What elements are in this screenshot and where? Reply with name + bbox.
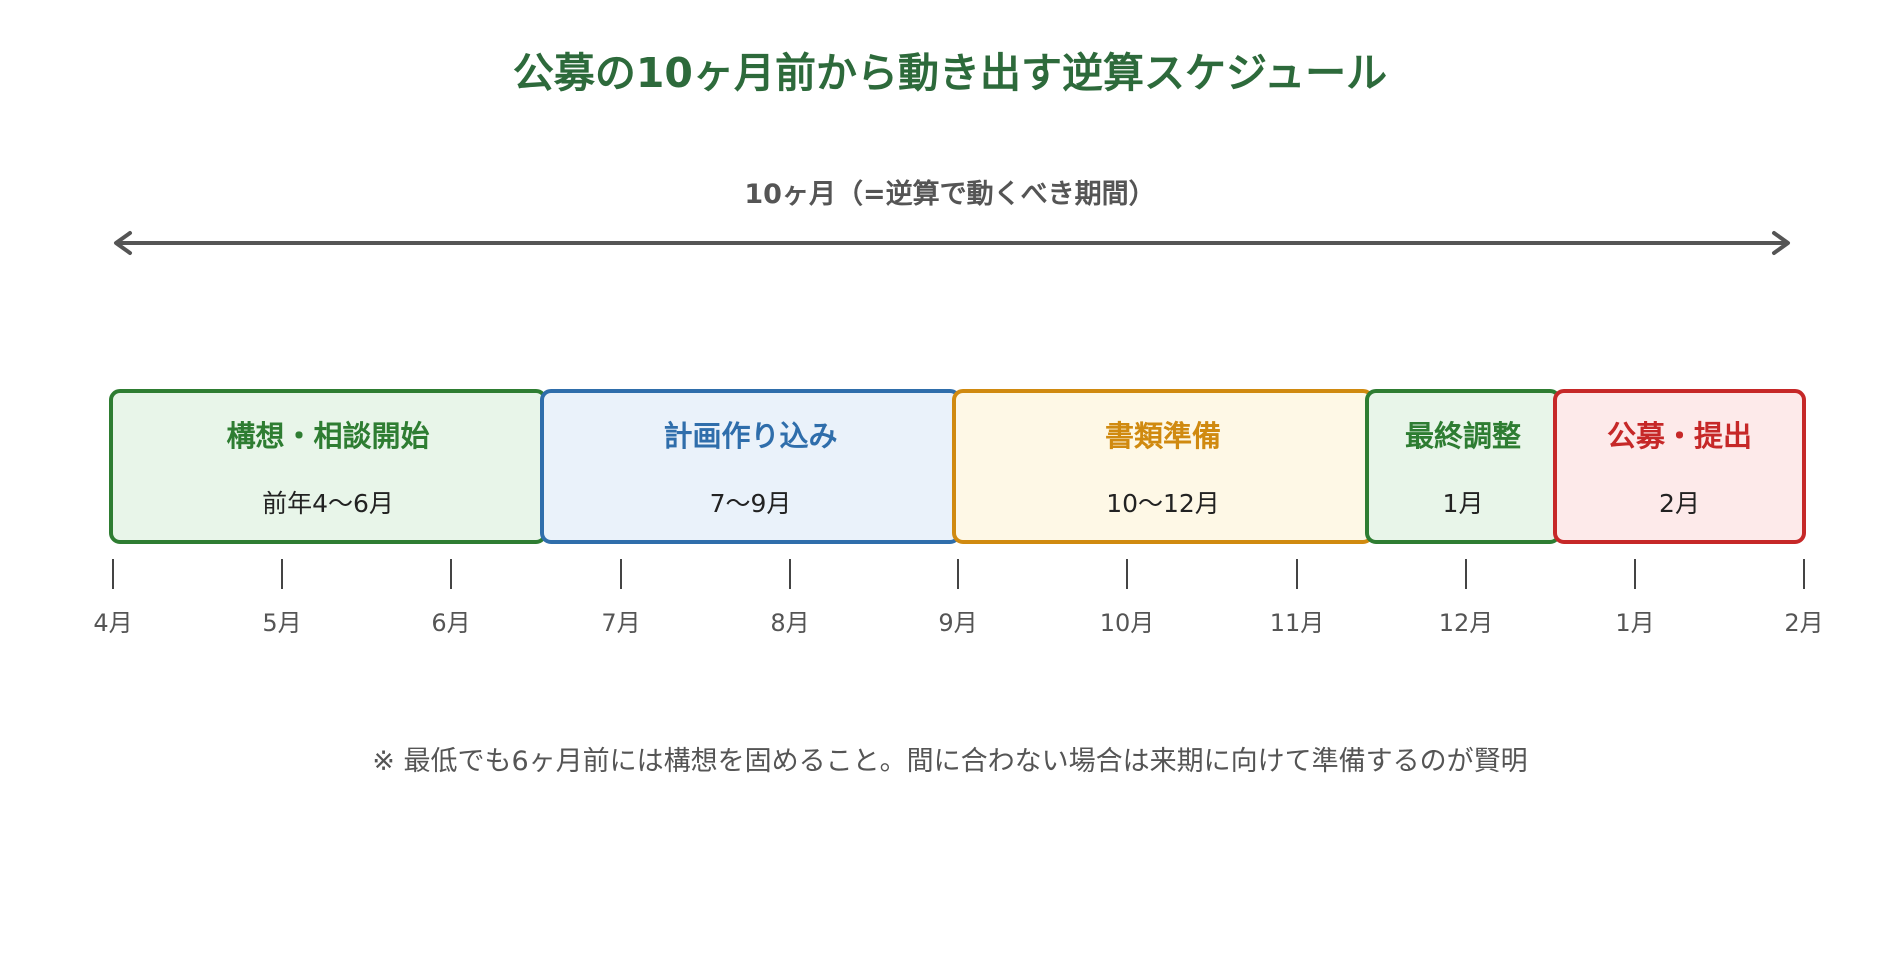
month-tick: [620, 559, 622, 589]
phase-name: 最終調整: [1404, 419, 1521, 453]
phase-period: 7〜9月: [709, 489, 792, 518]
phase-name: 計画作り込み: [663, 419, 838, 453]
span-arrow: [114, 231, 1790, 255]
month-tick: [281, 559, 283, 589]
footnote: ※ 最低でも6ヶ月前には構想を固めること。間に合わない場合は来期に向けて準備する…: [372, 746, 1528, 777]
month-label: 10月: [1099, 609, 1155, 637]
phase-period: 前年4〜6月: [262, 489, 394, 518]
phase-documents: 書類準備 10〜12月: [952, 389, 1374, 544]
phase-name: 書類準備: [1104, 419, 1221, 453]
month-tick: [789, 559, 791, 589]
phase-name: 構想・相談開始: [226, 419, 430, 453]
month-label: 11月: [1269, 609, 1325, 637]
month-tick: [450, 559, 452, 589]
phase-submission: 公募・提出 2月: [1553, 389, 1806, 544]
phase-period: 1月: [1442, 489, 1484, 518]
month-label: 1月: [1615, 609, 1655, 637]
span-label: 10ヶ月（=逆算で動くべき期間）: [744, 179, 1156, 210]
phase-final-adjustment: 最終調整 1月: [1365, 389, 1561, 544]
month-tick: [1803, 559, 1805, 589]
month-label: 8月: [770, 609, 810, 637]
month-label: 5月: [262, 609, 302, 637]
month-label: 2月: [1784, 609, 1824, 637]
phase-name: 公募・提出: [1606, 419, 1752, 453]
phase-period: 10〜12月: [1106, 489, 1220, 518]
month-tick: [1465, 559, 1467, 589]
month-label: 9月: [938, 609, 978, 637]
phase-planning: 計画作り込み 7〜9月: [540, 389, 961, 544]
month-label: 12月: [1438, 609, 1494, 637]
phase-period: 2月: [1659, 489, 1700, 518]
month-label: 4月: [93, 609, 133, 637]
month-label: 6月: [431, 609, 471, 637]
month-tick: [1634, 559, 1636, 589]
month-label: 7月: [601, 609, 641, 637]
month-tick: [1296, 559, 1298, 589]
month-tick: [112, 559, 114, 589]
month-tick: [1126, 559, 1128, 589]
diagram-title: 公募の10ヶ月前から動き出す逆算スケジュール: [512, 49, 1388, 97]
month-tick: [957, 559, 959, 589]
phase-concept: 構想・相談開始 前年4〜6月: [109, 389, 547, 544]
